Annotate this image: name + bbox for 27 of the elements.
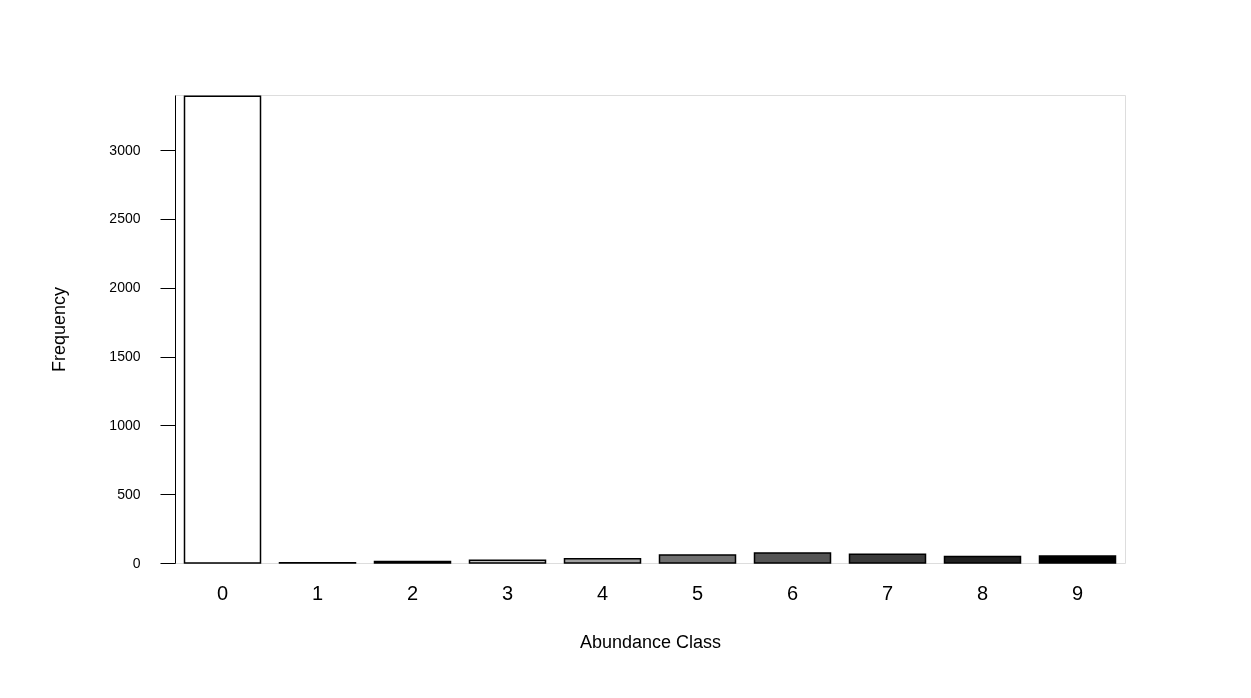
x-tick-label: 2 — [406, 581, 419, 604]
y-axis-title: Frequency — [49, 286, 70, 373]
bar — [1038, 555, 1117, 564]
bar — [468, 559, 547, 564]
bar — [848, 553, 927, 564]
y-tick-label: 1000 — [109, 416, 141, 433]
y-tick-label: 1500 — [109, 348, 141, 365]
bar — [183, 95, 262, 564]
x-tick-label: 3 — [501, 581, 514, 604]
x-tick-label: 7 — [881, 581, 894, 604]
x-tick-label: 8 — [976, 581, 989, 604]
y-tick-label: 0 — [132, 554, 141, 571]
x-tick-label: 4 — [596, 581, 609, 604]
bar — [753, 552, 832, 564]
bar — [658, 554, 737, 564]
y-tick-label: 500 — [117, 485, 141, 502]
bar — [943, 555, 1022, 564]
bar — [563, 557, 642, 564]
x-axis-title: Abundance Class — [579, 631, 722, 652]
y-tick-label: 2000 — [109, 279, 141, 296]
x-tick-label: 0 — [216, 581, 229, 604]
y-tick-label: 3000 — [109, 141, 141, 158]
x-tick-label: 1 — [311, 581, 324, 604]
x-tick-label: 6 — [786, 581, 799, 604]
x-tick-label: 5 — [691, 581, 704, 604]
x-tick-label: 9 — [1071, 581, 1084, 604]
y-tick-label: 2500 — [109, 210, 141, 227]
